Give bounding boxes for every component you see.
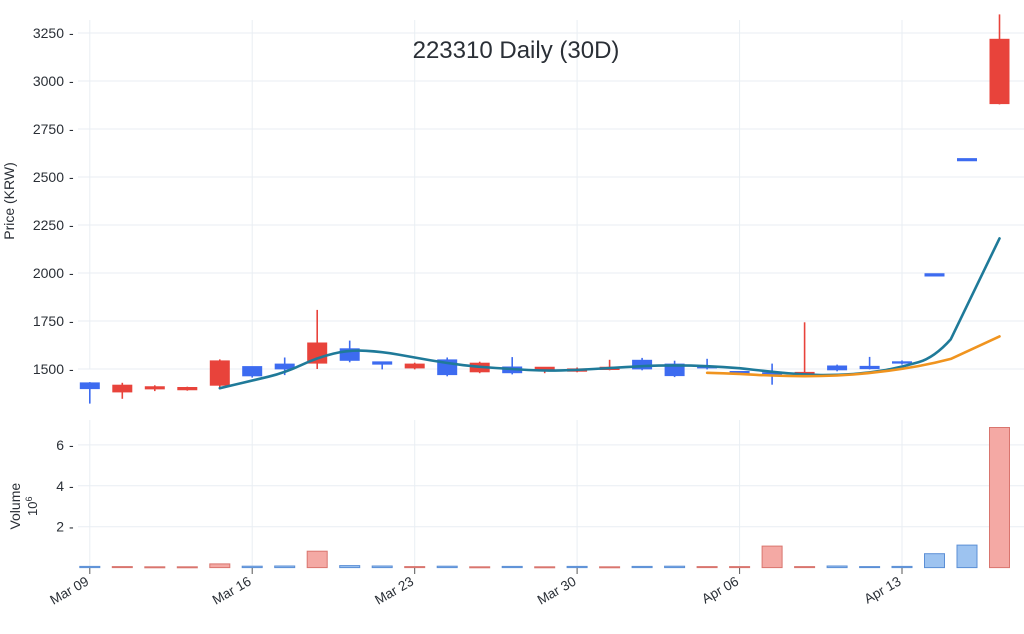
- svg-text:-: -: [69, 73, 74, 89]
- svg-text:6: 6: [56, 437, 64, 453]
- svg-text:-: -: [69, 121, 74, 137]
- svg-text:223310 Daily (30D): 223310 Daily (30D): [413, 37, 620, 64]
- svg-text:2000: 2000: [33, 265, 64, 281]
- svg-text:-: -: [69, 169, 74, 185]
- svg-text:-: -: [69, 437, 74, 453]
- svg-text:2750: 2750: [33, 121, 64, 137]
- svg-text:-: -: [69, 25, 74, 41]
- svg-text:2250: 2250: [33, 217, 64, 233]
- svg-text:2: 2: [56, 519, 64, 535]
- svg-text:-: -: [69, 519, 74, 535]
- svg-text:-: -: [69, 313, 74, 329]
- svg-text:-: -: [69, 217, 74, 233]
- svg-text:1750: 1750: [33, 313, 64, 329]
- svg-text:-: -: [69, 478, 74, 494]
- svg-text:-: -: [69, 265, 74, 281]
- svg-text:Price (KRW): Price (KRW): [1, 162, 17, 240]
- svg-text:4: 4: [56, 478, 64, 494]
- svg-text:3000: 3000: [33, 73, 64, 89]
- svg-text:Volume: Volume: [7, 483, 23, 530]
- svg-text:-: -: [69, 361, 74, 377]
- svg-text:3250: 3250: [33, 25, 64, 41]
- svg-text:1500: 1500: [33, 361, 64, 377]
- svg-text:2500: 2500: [33, 169, 64, 185]
